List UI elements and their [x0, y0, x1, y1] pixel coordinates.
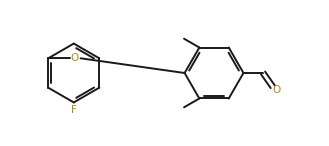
Text: O: O	[71, 53, 79, 63]
Text: F: F	[71, 105, 77, 115]
Text: O: O	[272, 85, 281, 95]
